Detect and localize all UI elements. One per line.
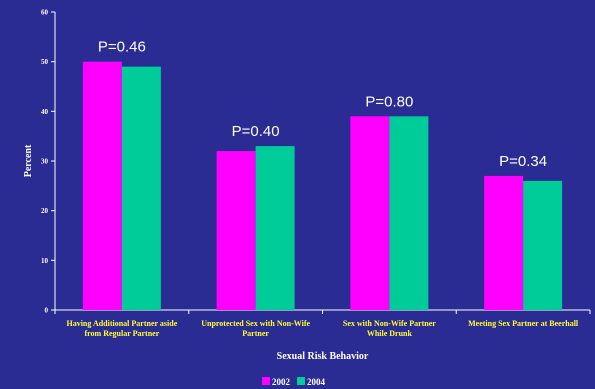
y-tick-label: 60 [41,9,49,17]
legend-label-2004: 2004 [307,377,326,387]
bar-2004 [523,180,563,310]
x-category-label-line: While Drunk [367,329,413,338]
x-category-label-line: Unprotected Sex with Non-Wife [201,319,310,328]
x-axis-title: Sexual Risk Behavior [277,351,369,362]
chart-labels: Having Additional Partner aside from Regu… [23,39,579,362]
x-category-label: Meeting Sex Partner at Beerhall [468,319,579,328]
x-category-label: Sex with Non-Wife Partner While Drunk [343,319,436,338]
x-category-label-line: Partner [242,329,269,338]
bar-2004 [255,146,295,310]
x-category-label-line: Having Additional Partner aside [66,319,177,328]
y-tick-label: 20 [41,207,49,215]
p-value-annotation: P=0.80 [365,93,413,110]
bar-2004 [121,66,161,310]
legend-swatch-2004 [297,377,305,385]
x-category-label-line: Sex with Non-Wife Partner [343,319,436,328]
x-category-label-line: Meeting Sex Partner at Beerhall [468,319,579,328]
x-category-label: Unprotected Sex with Non-Wife Partner [201,319,310,338]
bar-2002 [216,151,256,310]
bar-2002 [484,175,524,310]
bar-2002 [350,116,390,310]
x-category-label-line: from Regular Partner [84,329,159,338]
x-category-label: Having Additional Partner aside from Regu… [66,319,177,338]
y-tick-label: 40 [41,108,49,116]
y-tick-label: 10 [41,257,49,265]
y-tick-label: 0 [45,307,49,315]
p-value-annotation: P=0.40 [232,123,280,140]
chart-legend: 2002 2004 [262,377,326,387]
legend-swatch-2002 [262,377,270,385]
chart-bars [82,61,563,310]
p-value-annotation: P=0.34 [499,153,547,170]
p-value-annotation: P=0.46 [98,39,146,56]
y-tick-label: 30 [41,158,49,166]
bar-2004 [389,116,429,310]
legend-label-2002: 2002 [272,377,291,387]
y-tick-label: 50 [41,58,49,66]
y-axis-title: Percent [23,144,34,177]
bar-2002 [82,61,122,310]
